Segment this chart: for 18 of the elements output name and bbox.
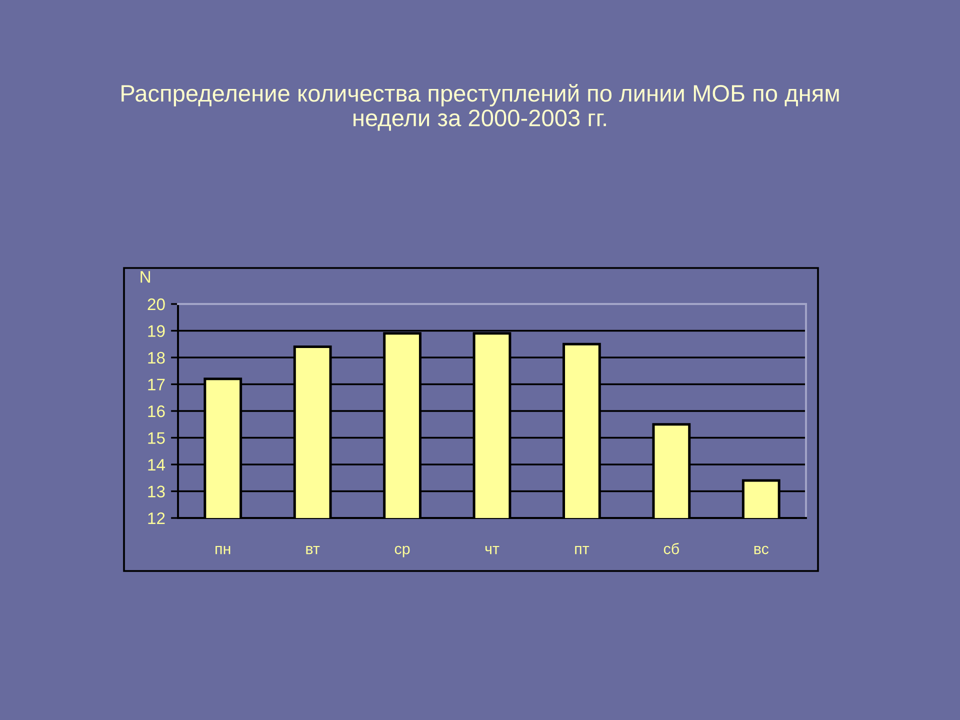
y-tick-label: 16 [148, 405, 165, 418]
chart-title: Распределение количества преступлений по линии МОБ по дням недели за 2000-2003 гг. [122, 84, 839, 131]
x-tick-label: пн [216, 546, 230, 554]
x-tick-label: чт [485, 546, 500, 554]
y-tick-label: 18 [148, 352, 165, 364]
y-tick-label: 19 [148, 325, 165, 337]
x-tick-label: ср [394, 546, 410, 558]
y-tick-label: 14 [148, 459, 166, 471]
y-tick-label: 13 [148, 486, 165, 498]
y-tick-label: 20 [148, 298, 165, 310]
x-tick-label: пт [575, 546, 590, 554]
y-tick-label: 15 [148, 432, 165, 444]
x-tick-label: вс [754, 546, 769, 554]
x-tick-label: сб [664, 542, 679, 554]
x-tick-label: вт [306, 546, 320, 554]
y-axis-title: N [140, 271, 150, 283]
y-tick-label: 12 [148, 512, 165, 524]
y-tick-label: 17 [148, 378, 165, 390]
